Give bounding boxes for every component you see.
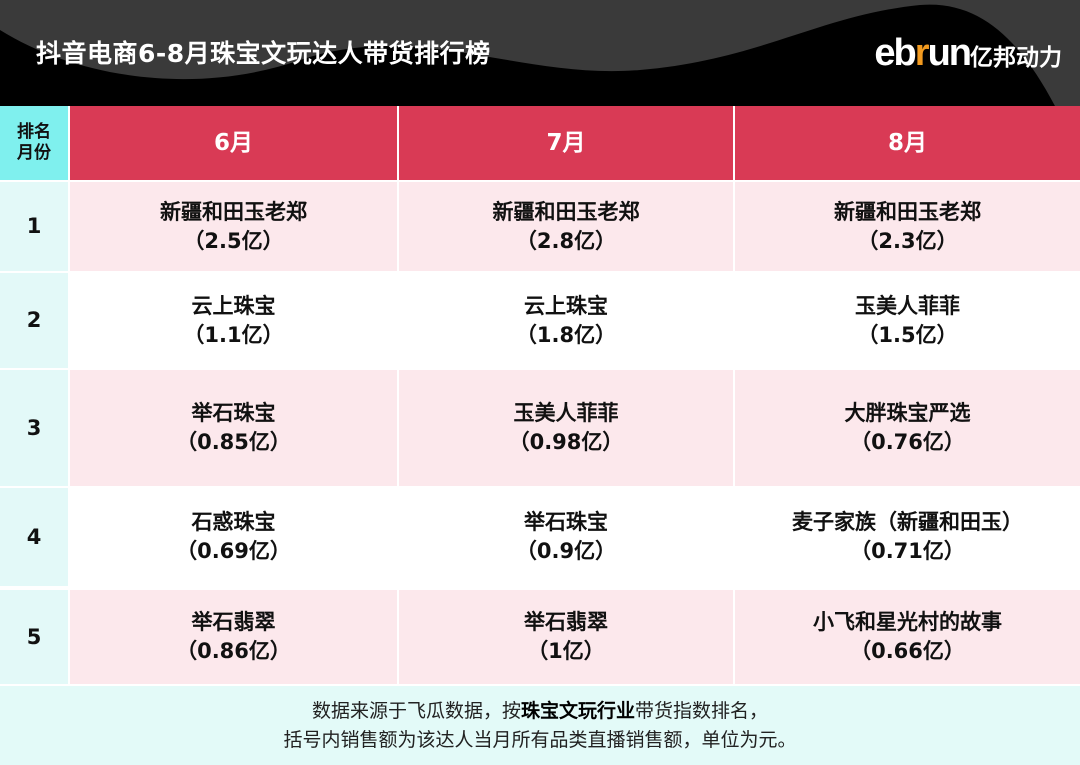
sales-amount: （0.85亿）: [176, 430, 291, 454]
streamer-name: 麦子家族（新疆和田玉）: [792, 510, 1023, 534]
column-header-august: 8月: [735, 106, 1080, 180]
sales-amount: （1.1亿）: [183, 322, 284, 347]
streamer-name: 大胖珠宝严选: [844, 401, 971, 425]
streamer-name: 举石珠宝: [191, 401, 276, 425]
ranking-cell: 云上珠宝 （1.8亿）: [399, 273, 733, 368]
sales-amount: （0.9亿）: [515, 539, 617, 563]
rank-cell: 3: [0, 370, 68, 486]
sales-amount: （1.5亿）: [857, 322, 958, 347]
sales-amount: （0.66亿）: [850, 639, 965, 663]
banner-wave-decoration: [0, 0, 1080, 106]
ranking-cell: 新疆和田玉老郑 （2.8亿）: [399, 182, 733, 271]
streamer-name: 举石珠宝: [524, 510, 608, 534]
sales-amount: （0.86亿）: [176, 639, 291, 663]
ranking-cell: 新疆和田玉老郑 （2.5亿）: [70, 182, 397, 271]
rank-month-corner-header: 排名 月份: [0, 106, 68, 180]
ebrun-logo: ebrun 亿邦动力: [874, 32, 1062, 74]
sales-amount: （0.69亿）: [176, 539, 291, 563]
ranking-cell: 麦子家族（新疆和田玉） （0.71亿）: [735, 488, 1080, 586]
streamer-name: 云上珠宝: [191, 293, 276, 318]
footer-line-2: 括号内销售额为该达人当月所有品类直播销售额，单位为元。: [283, 728, 797, 751]
rank-cell: 2: [0, 273, 68, 368]
column-header-june: 6月: [70, 106, 397, 180]
sales-amount: （1亿）: [527, 639, 605, 663]
ranking-cell: 新疆和田玉老郑 （2.3亿）: [735, 182, 1080, 271]
ranking-cell: 石惑珠宝 （0.69亿）: [70, 488, 397, 586]
ranking-cell: 举石翡翠 （1亿）: [399, 590, 733, 684]
sales-amount: （0.71亿）: [850, 539, 965, 563]
streamer-name: 云上珠宝: [524, 293, 608, 318]
sales-amount: （0.76亿）: [850, 430, 965, 454]
header-banner: 抖音电商6-8月珠宝文玩达人带货排行榜 ebrun 亿邦动力: [0, 0, 1080, 106]
streamer-name: 举石翡翠: [191, 610, 276, 634]
sales-amount: （0.98亿）: [508, 430, 624, 454]
footer-note: 数据来源于飞瓜数据，按珠宝文玩行业带货指数排名， 括号内销售额为该达人当月所有品…: [0, 686, 1080, 765]
streamer-name: 小飞和星光村的故事: [813, 610, 1002, 634]
rank-cell: 1: [0, 182, 68, 271]
ranking-cell: 玉美人菲菲 （0.98亿）: [399, 370, 733, 486]
streamer-name: 新疆和田玉老郑: [834, 199, 981, 224]
streamer-name: 玉美人菲菲: [855, 293, 960, 318]
footer-line-1: 数据来源于飞瓜数据，按珠宝文玩行业带货指数排名，: [311, 699, 769, 722]
ranking-cell: 举石珠宝 （0.85亿）: [70, 370, 397, 486]
sales-amount: （2.5亿）: [183, 228, 284, 253]
ranking-cell: 大胖珠宝严选 （0.76亿）: [735, 370, 1080, 486]
rank-cell: 5: [0, 590, 68, 684]
streamer-name: 新疆和田玉老郑: [492, 199, 640, 224]
ranking-cell: 玉美人菲菲 （1.5亿）: [735, 273, 1080, 368]
ranking-cell: 云上珠宝 （1.1亿）: [70, 273, 397, 368]
sales-amount: （2.8亿）: [515, 228, 617, 253]
page-title: 抖音电商6-8月珠宝文玩达人带货排行榜: [36, 39, 491, 68]
streamer-name: 玉美人菲菲: [513, 401, 619, 425]
sales-amount: （2.3亿）: [857, 228, 958, 253]
streamer-name: 新疆和田玉老郑: [160, 199, 307, 224]
column-header-july: 7月: [399, 106, 733, 180]
ranking-cell: 举石翡翠 （0.86亿）: [70, 590, 397, 684]
streamer-name: 石惑珠宝: [191, 510, 276, 534]
sales-amount: （1.8亿）: [515, 322, 617, 347]
rank-cell: 4: [0, 488, 68, 586]
ranking-cell: 小飞和星光村的故事 （0.66亿）: [735, 590, 1080, 684]
ranking-cell: 举石珠宝 （0.9亿）: [399, 488, 733, 586]
streamer-name: 举石翡翠: [524, 610, 608, 634]
